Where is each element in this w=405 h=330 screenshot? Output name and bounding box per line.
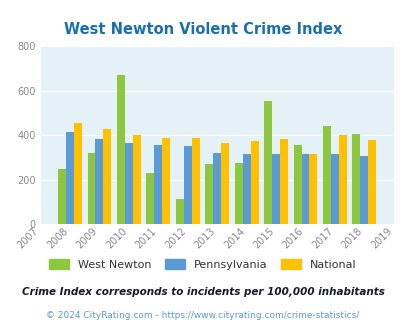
Bar bbox=[154, 145, 162, 224]
Bar bbox=[271, 154, 279, 224]
Text: West Newton Violent Crime Index: West Newton Violent Crime Index bbox=[64, 22, 341, 37]
Bar bbox=[162, 138, 170, 224]
Bar bbox=[330, 154, 338, 224]
Bar bbox=[250, 141, 258, 224]
Bar bbox=[221, 143, 228, 224]
Bar bbox=[132, 135, 141, 224]
Bar bbox=[367, 140, 375, 224]
Bar bbox=[103, 129, 111, 224]
Bar bbox=[352, 134, 360, 224]
Text: Crime Index corresponds to incidents per 100,000 inhabitants: Crime Index corresponds to incidents per… bbox=[21, 287, 384, 297]
Bar bbox=[95, 139, 103, 224]
Legend: West Newton, Pennsylvania, National: West Newton, Pennsylvania, National bbox=[45, 255, 360, 274]
Bar bbox=[125, 143, 132, 224]
Bar bbox=[293, 145, 301, 224]
Bar bbox=[264, 101, 271, 224]
Bar bbox=[74, 123, 82, 224]
Bar bbox=[191, 138, 199, 224]
Bar bbox=[205, 164, 213, 224]
Bar bbox=[183, 147, 191, 224]
Bar bbox=[87, 153, 95, 224]
Bar bbox=[360, 156, 367, 224]
Bar bbox=[66, 132, 74, 224]
Bar bbox=[301, 154, 309, 224]
Bar bbox=[175, 199, 183, 224]
Bar bbox=[322, 126, 330, 224]
Bar bbox=[338, 135, 346, 224]
Bar bbox=[58, 169, 66, 224]
Bar bbox=[279, 139, 287, 224]
Bar bbox=[117, 75, 125, 224]
Bar bbox=[213, 153, 221, 224]
Bar bbox=[309, 154, 317, 224]
Bar bbox=[146, 173, 154, 224]
Bar bbox=[242, 154, 250, 224]
Text: © 2024 CityRating.com - https://www.cityrating.com/crime-statistics/: © 2024 CityRating.com - https://www.city… bbox=[46, 311, 359, 320]
Bar bbox=[234, 163, 242, 224]
